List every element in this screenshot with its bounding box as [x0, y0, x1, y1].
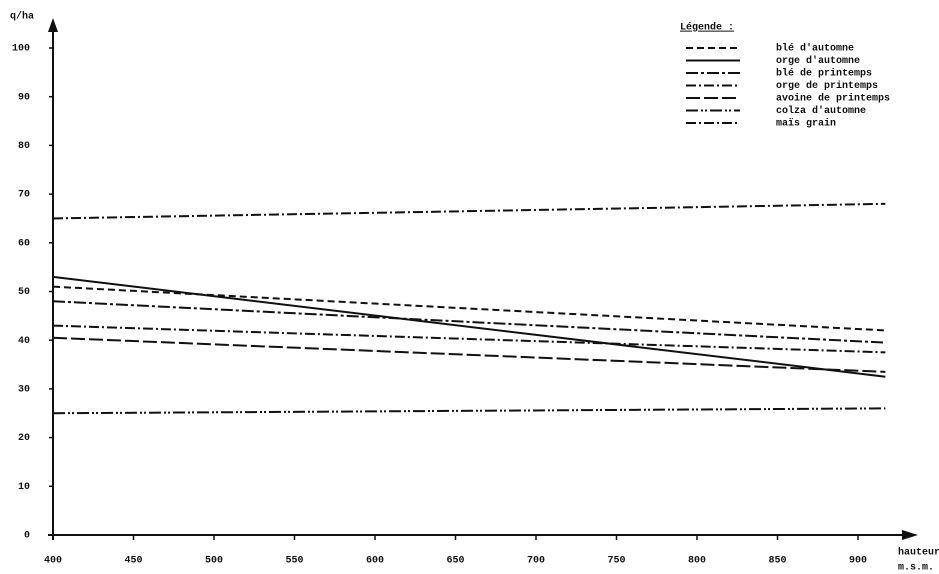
- legend-label: maïs grain: [776, 118, 836, 130]
- series-line: [52, 336, 886, 373]
- y-tick-label: 60: [18, 238, 30, 249]
- y-tick-label: 50: [18, 287, 30, 298]
- series-line: [52, 300, 886, 344]
- legend-label: orge d'automne: [776, 55, 860, 67]
- y-tick-label: 20: [18, 433, 30, 444]
- y-tick-label: 0: [24, 531, 30, 542]
- x-tick-label: 850: [768, 556, 786, 567]
- series-line: [52, 275, 886, 378]
- y-tick-label: 30: [18, 385, 30, 396]
- series-line: [52, 202, 886, 220]
- legend-label: blé d'automne: [776, 43, 854, 55]
- y-tick-label: 40: [18, 336, 30, 347]
- x-tick-label: 400: [44, 556, 62, 567]
- x-tick-label: 500: [205, 556, 223, 567]
- legend-label: colza d'automne: [776, 105, 866, 117]
- y-axis-arrow: [48, 18, 58, 32]
- x-tick-label: 600: [366, 556, 384, 567]
- legend-title: Légende :: [680, 22, 734, 34]
- series-line: [52, 285, 886, 332]
- x-tick-label: 700: [527, 556, 545, 567]
- x-axis-arrow: [902, 530, 918, 540]
- y-tick-label: 80: [18, 141, 30, 152]
- x-tick-label: 650: [446, 556, 464, 567]
- x-tick-label: 750: [607, 556, 625, 567]
- series-line: [52, 407, 886, 415]
- y-tick-label: 10: [18, 482, 30, 493]
- y-tick-label: 100: [12, 44, 30, 55]
- y-tick-label: 90: [18, 92, 30, 103]
- legend-label: orge de printemps: [776, 80, 878, 92]
- series-line: [52, 324, 886, 354]
- x-tick-label: 550: [285, 556, 303, 567]
- legend-label: blé de printemps: [776, 68, 872, 80]
- x-tick-label: 450: [124, 556, 142, 567]
- y-tick-label: 70: [18, 190, 30, 201]
- x-tick-label: 800: [688, 556, 706, 567]
- legend-label: avoine de printemps: [776, 93, 890, 105]
- x-tick-label: 900: [849, 556, 867, 567]
- x-axis-label: hauteur: [898, 547, 939, 559]
- x-axis-label: m.s.m.: [898, 563, 934, 574]
- y-axis-label: q/ha: [10, 11, 34, 23]
